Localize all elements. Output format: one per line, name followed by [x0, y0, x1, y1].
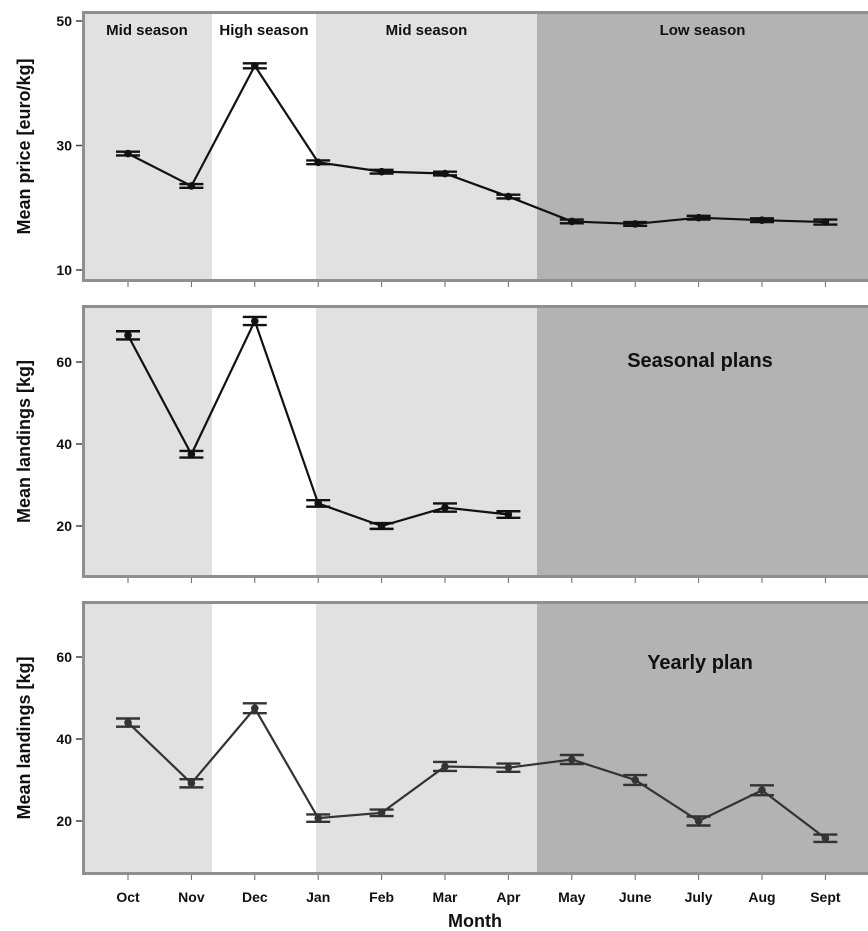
data-point: [758, 786, 766, 795]
x-tick-label: Feb: [369, 889, 394, 905]
data-point: [441, 503, 449, 512]
season-band: [316, 11, 537, 282]
x-tick-label: Mar: [433, 889, 458, 905]
data-point: [377, 522, 386, 530]
y-axis-title: Mean landings [kg]: [14, 656, 34, 819]
data-point: [124, 718, 132, 727]
data-point: [631, 220, 639, 228]
y-tick-label: 10: [56, 262, 72, 278]
x-tick-label: July: [685, 889, 713, 905]
panel-1: Mid season High season Mid season Low seaso…: [14, 11, 868, 287]
x-tick-label: June: [619, 889, 652, 905]
season-band: [537, 305, 868, 578]
data-point: [631, 776, 639, 784]
season-label: Mid season: [386, 22, 468, 39]
data-point: [251, 317, 259, 325]
panel-frame: [82, 601, 868, 875]
x-tick-label: May: [558, 889, 585, 905]
x-axis: Oct Nov Dec Jan Feb Mar Apr May June July Aug Sept M…: [116, 889, 841, 931]
season-band: [82, 305, 212, 578]
season-band: [212, 601, 316, 875]
data-point: [124, 331, 132, 340]
data-point: [821, 218, 830, 226]
y-tick-label: 60: [56, 649, 72, 665]
data-point: [251, 62, 259, 70]
data-point: [504, 192, 513, 201]
season-label: Low season: [660, 22, 746, 39]
y-axis-title: Mean landings [kg]: [14, 360, 34, 523]
data-point: [187, 450, 196, 459]
season-band: [537, 11, 868, 282]
panel-title: Seasonal plans: [627, 350, 773, 372]
season-label: Mid season: [106, 22, 188, 39]
x-tick-label: Sept: [810, 889, 841, 905]
panel-2: 20 40 60 Mean landings [kg] Seasonal plans: [14, 305, 868, 583]
season-band: [82, 601, 212, 875]
y-tick-label: 40: [56, 731, 72, 747]
x-tick-label: Apr: [496, 889, 521, 905]
series-line: [127, 63, 826, 226]
y-axis-title: Mean price [euro/kg]: [14, 58, 34, 234]
data-point: [187, 779, 196, 788]
data-point: [251, 704, 259, 713]
data-point: [694, 213, 703, 222]
y-tick-label: 40: [56, 436, 72, 452]
panel-3: 20 40 60 Mean landings [kg] Yearly plan: [14, 601, 868, 880]
data-point: [504, 763, 513, 772]
panel-frame: [82, 11, 868, 282]
y-tick-label: 20: [56, 813, 72, 829]
x-tick-label: Oct: [116, 889, 140, 905]
season-band: [316, 305, 537, 578]
data-point: [187, 182, 196, 190]
data-point: [124, 149, 132, 158]
y-tick-label: 20: [56, 518, 72, 534]
data-point: [504, 510, 513, 519]
x-tick-label: Aug: [748, 889, 775, 905]
y-tick-label: 30: [56, 138, 72, 154]
x-tick-label: Dec: [242, 889, 268, 905]
data-point: [568, 755, 576, 764]
data-point: [377, 809, 386, 817]
season-band: [212, 11, 316, 282]
y-tick-label: 50: [56, 13, 72, 29]
y-tick-label: 60: [56, 354, 72, 370]
data-point: [441, 169, 449, 178]
x-axis-title: Month: [448, 911, 502, 931]
x-tick-label: Jan: [306, 889, 330, 905]
chart-panels: Mid season High season Mid season Low seaso…: [14, 11, 868, 880]
data-point: [821, 834, 830, 843]
data-point: [314, 158, 323, 167]
season-label: High season: [219, 22, 308, 39]
panel-frame: [82, 305, 868, 578]
data-point: [441, 762, 449, 771]
data-point: [314, 499, 323, 508]
data-point: [694, 817, 703, 825]
season-band: [82, 11, 212, 282]
x-tick-label: Nov: [178, 889, 205, 905]
season-band: [316, 601, 537, 875]
data-point: [314, 814, 323, 822]
data-point: [568, 217, 576, 226]
panel-title: Yearly plan: [647, 652, 753, 674]
data-point: [377, 167, 386, 176]
data-point: [758, 216, 766, 224]
